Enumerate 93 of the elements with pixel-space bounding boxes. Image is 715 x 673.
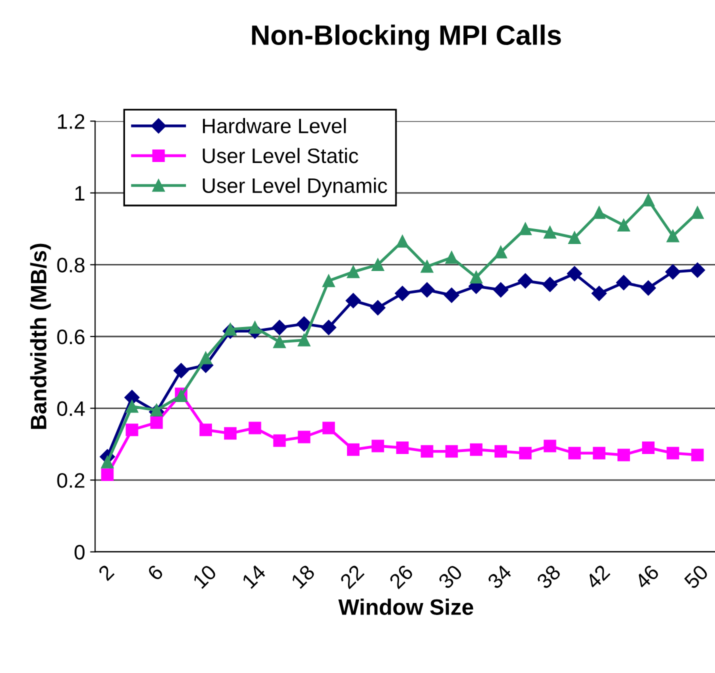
point xyxy=(322,274,335,288)
point xyxy=(617,218,630,232)
y-tick-label: 0.8 xyxy=(57,258,84,272)
point xyxy=(519,446,532,460)
x-tick-label: 18 xyxy=(290,564,316,590)
point xyxy=(372,258,384,271)
point xyxy=(592,206,606,219)
x-tick-label: 50 xyxy=(683,564,710,590)
point xyxy=(617,448,630,462)
point xyxy=(690,262,706,278)
x-tick-label: 30 xyxy=(438,564,464,590)
y-tick-label: 0 xyxy=(74,544,85,560)
point xyxy=(420,445,434,458)
point xyxy=(126,400,138,413)
legend-label: User Level Static xyxy=(202,148,358,164)
point xyxy=(150,416,163,429)
point xyxy=(372,440,384,452)
point xyxy=(470,443,482,456)
point xyxy=(346,293,361,308)
legend-label: User Level Dynamic xyxy=(202,178,388,198)
point xyxy=(419,282,435,298)
point xyxy=(519,222,532,236)
point xyxy=(544,226,556,239)
point xyxy=(494,246,508,258)
x-tick-label: 2 xyxy=(98,564,115,582)
point xyxy=(493,282,508,298)
chart-title: Non-Blocking MPI Calls xyxy=(252,24,561,51)
point xyxy=(592,446,606,460)
x-tick-label: 34 xyxy=(486,564,512,590)
x-tick-label: 42 xyxy=(584,564,610,590)
point xyxy=(150,404,163,416)
x-tick-label: 26 xyxy=(388,564,414,590)
point xyxy=(445,251,458,264)
point xyxy=(566,266,582,282)
point xyxy=(322,422,335,434)
x-tick-label: 38 xyxy=(536,564,562,590)
point xyxy=(101,468,114,481)
point xyxy=(420,260,434,273)
y-axis-title: Bandwidth (MB/s) xyxy=(30,244,51,429)
point xyxy=(665,264,680,280)
point xyxy=(126,424,138,436)
point xyxy=(444,288,460,303)
y-tick-label: 1.2 xyxy=(58,114,84,129)
point xyxy=(224,427,237,440)
point xyxy=(640,280,656,296)
x-tick-label: 6 xyxy=(146,564,164,582)
point xyxy=(394,286,410,301)
point xyxy=(592,286,607,301)
point xyxy=(347,443,360,456)
y-tick-label: 0.2 xyxy=(57,473,84,488)
point xyxy=(248,422,262,434)
point xyxy=(124,390,140,406)
x-tick-label: 46 xyxy=(634,564,660,590)
x-tick-label: 14 xyxy=(242,564,266,589)
point xyxy=(370,300,386,316)
point xyxy=(642,442,655,454)
point xyxy=(273,434,286,447)
point xyxy=(248,321,262,334)
point xyxy=(396,235,409,248)
point xyxy=(470,271,482,284)
point xyxy=(298,430,310,444)
point xyxy=(568,232,581,244)
y-tick-label: 0.4 xyxy=(57,401,85,416)
point xyxy=(445,445,458,458)
point xyxy=(296,316,312,332)
y-tick-label: 0.6 xyxy=(57,330,84,344)
point xyxy=(347,266,360,278)
x-axis-title: Window Size xyxy=(338,598,474,615)
point xyxy=(272,320,288,336)
point xyxy=(273,336,286,348)
point xyxy=(666,230,680,242)
point xyxy=(224,323,237,336)
point xyxy=(642,194,655,206)
point xyxy=(542,276,558,292)
point xyxy=(101,456,114,468)
point xyxy=(321,320,336,336)
x-tick-label: 10 xyxy=(192,564,218,590)
point xyxy=(199,424,212,436)
y-tick-label: 1 xyxy=(75,186,84,200)
x-tick-label: 22 xyxy=(339,564,365,590)
point xyxy=(544,440,556,452)
point xyxy=(691,206,704,219)
point xyxy=(691,448,704,462)
point xyxy=(568,446,581,460)
point xyxy=(396,442,409,454)
legend-label: Hardware Level xyxy=(202,118,346,134)
point xyxy=(199,352,212,364)
point xyxy=(518,273,533,288)
point xyxy=(616,275,632,290)
point xyxy=(298,334,310,346)
point xyxy=(666,446,680,460)
point xyxy=(174,363,189,378)
point xyxy=(494,445,508,458)
